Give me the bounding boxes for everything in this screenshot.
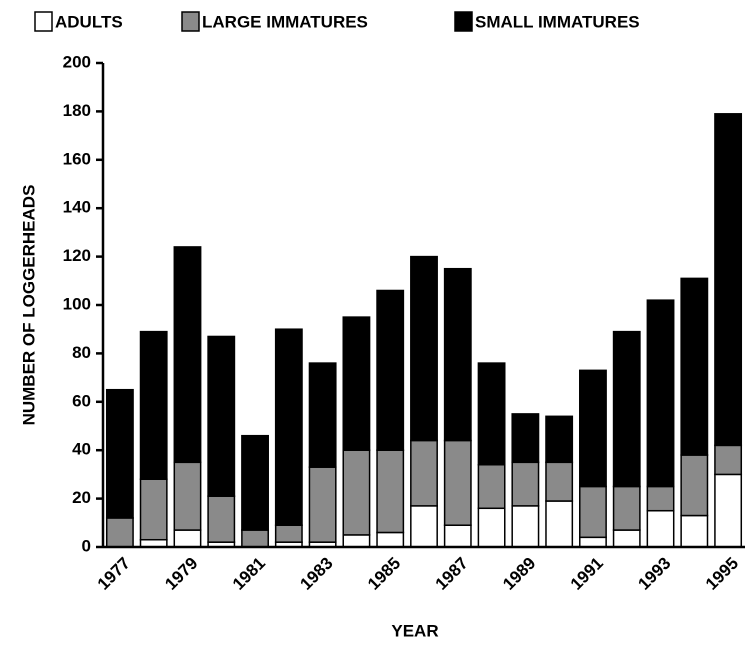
y-tick-label: 200 xyxy=(63,52,91,71)
y-tick-label: 60 xyxy=(72,391,91,410)
bar-segment xyxy=(714,473,743,548)
bar-segment xyxy=(376,449,405,534)
bar-segment xyxy=(376,289,405,451)
bar-segment xyxy=(646,509,675,548)
bar-segment xyxy=(511,505,540,548)
bar-segment xyxy=(443,439,472,526)
bar-segment xyxy=(680,277,709,456)
bar-segment xyxy=(612,330,641,488)
bar-segment xyxy=(511,461,540,507)
x-tick-label: 1977 xyxy=(94,554,134,594)
x-tick-label: 1993 xyxy=(634,554,674,594)
bar-segment xyxy=(646,299,675,488)
bar-segment xyxy=(308,466,337,543)
y-tick-label: 100 xyxy=(63,294,91,313)
bar-segment xyxy=(139,478,168,541)
bar-segment xyxy=(173,461,202,531)
x-tick-label: 1981 xyxy=(229,554,269,594)
bar-segment xyxy=(342,316,371,451)
y-tick-label: 180 xyxy=(63,101,91,120)
bar-segment xyxy=(410,439,438,507)
y-tick-label: 140 xyxy=(63,198,91,217)
bar-segment xyxy=(579,536,607,548)
bar-segment xyxy=(105,517,134,548)
bar-segment xyxy=(511,413,540,464)
bar-segment xyxy=(579,369,607,488)
bar-segment xyxy=(173,529,202,548)
bar-segment xyxy=(342,449,371,536)
legend-swatch xyxy=(454,11,473,32)
bar-segment xyxy=(443,524,472,548)
bar-segment xyxy=(274,328,303,526)
bar-segment xyxy=(105,388,134,519)
bar-segment xyxy=(207,495,236,543)
bar-segment xyxy=(579,485,607,539)
bar-segment xyxy=(680,454,709,517)
bar-segment xyxy=(612,485,641,531)
bar-segment xyxy=(714,444,743,476)
bar-segment xyxy=(680,514,709,548)
x-tick-label: 1983 xyxy=(296,554,336,594)
bar-segment xyxy=(477,362,506,466)
bar-segment xyxy=(612,529,641,548)
y-axis-title: NUMBER OF LOGGERHEADS xyxy=(19,185,38,426)
bar-segment xyxy=(241,529,269,548)
bar-segment xyxy=(173,246,202,464)
legend-label: ADULTS xyxy=(55,12,123,31)
bar-segment xyxy=(545,415,574,464)
bar-segment xyxy=(139,330,168,480)
bar-segment xyxy=(410,505,438,548)
bar-segment xyxy=(342,534,371,548)
bar-segment xyxy=(241,434,269,531)
bar-segment xyxy=(477,463,506,510)
bar-segment xyxy=(274,524,303,543)
legend-swatch xyxy=(34,11,53,32)
bar-segment xyxy=(207,335,236,497)
x-tick-label: 1995 xyxy=(702,554,742,594)
bar-segment xyxy=(443,267,472,442)
y-tick-label: 40 xyxy=(72,440,91,459)
y-tick-label: 80 xyxy=(72,343,91,362)
legend-label: SMALL IMMATURES xyxy=(475,12,640,31)
x-tick-label: 1991 xyxy=(567,554,607,594)
x-axis-title: YEAR xyxy=(391,621,438,640)
legend-label: LARGE IMMATURES xyxy=(202,12,368,31)
x-tick-label: 1985 xyxy=(364,554,404,594)
y-tick-label: 20 xyxy=(72,488,91,507)
x-tick-label: 1987 xyxy=(432,554,472,594)
y-tick-label: 120 xyxy=(63,246,91,265)
legend-swatch xyxy=(181,11,200,32)
bar-segment xyxy=(477,507,506,548)
bar-segment xyxy=(376,531,405,548)
y-tick-label: 0 xyxy=(82,536,91,555)
bar-segment xyxy=(410,255,438,442)
bar-segment xyxy=(308,362,337,468)
bar-segment xyxy=(545,461,574,502)
bar-segment xyxy=(646,485,675,512)
x-tick-label: 1989 xyxy=(499,554,539,594)
bar-segment xyxy=(714,113,743,447)
y-tick-label: 160 xyxy=(63,149,91,168)
bar-segment xyxy=(545,500,574,548)
x-tick-label: 1979 xyxy=(161,554,201,594)
